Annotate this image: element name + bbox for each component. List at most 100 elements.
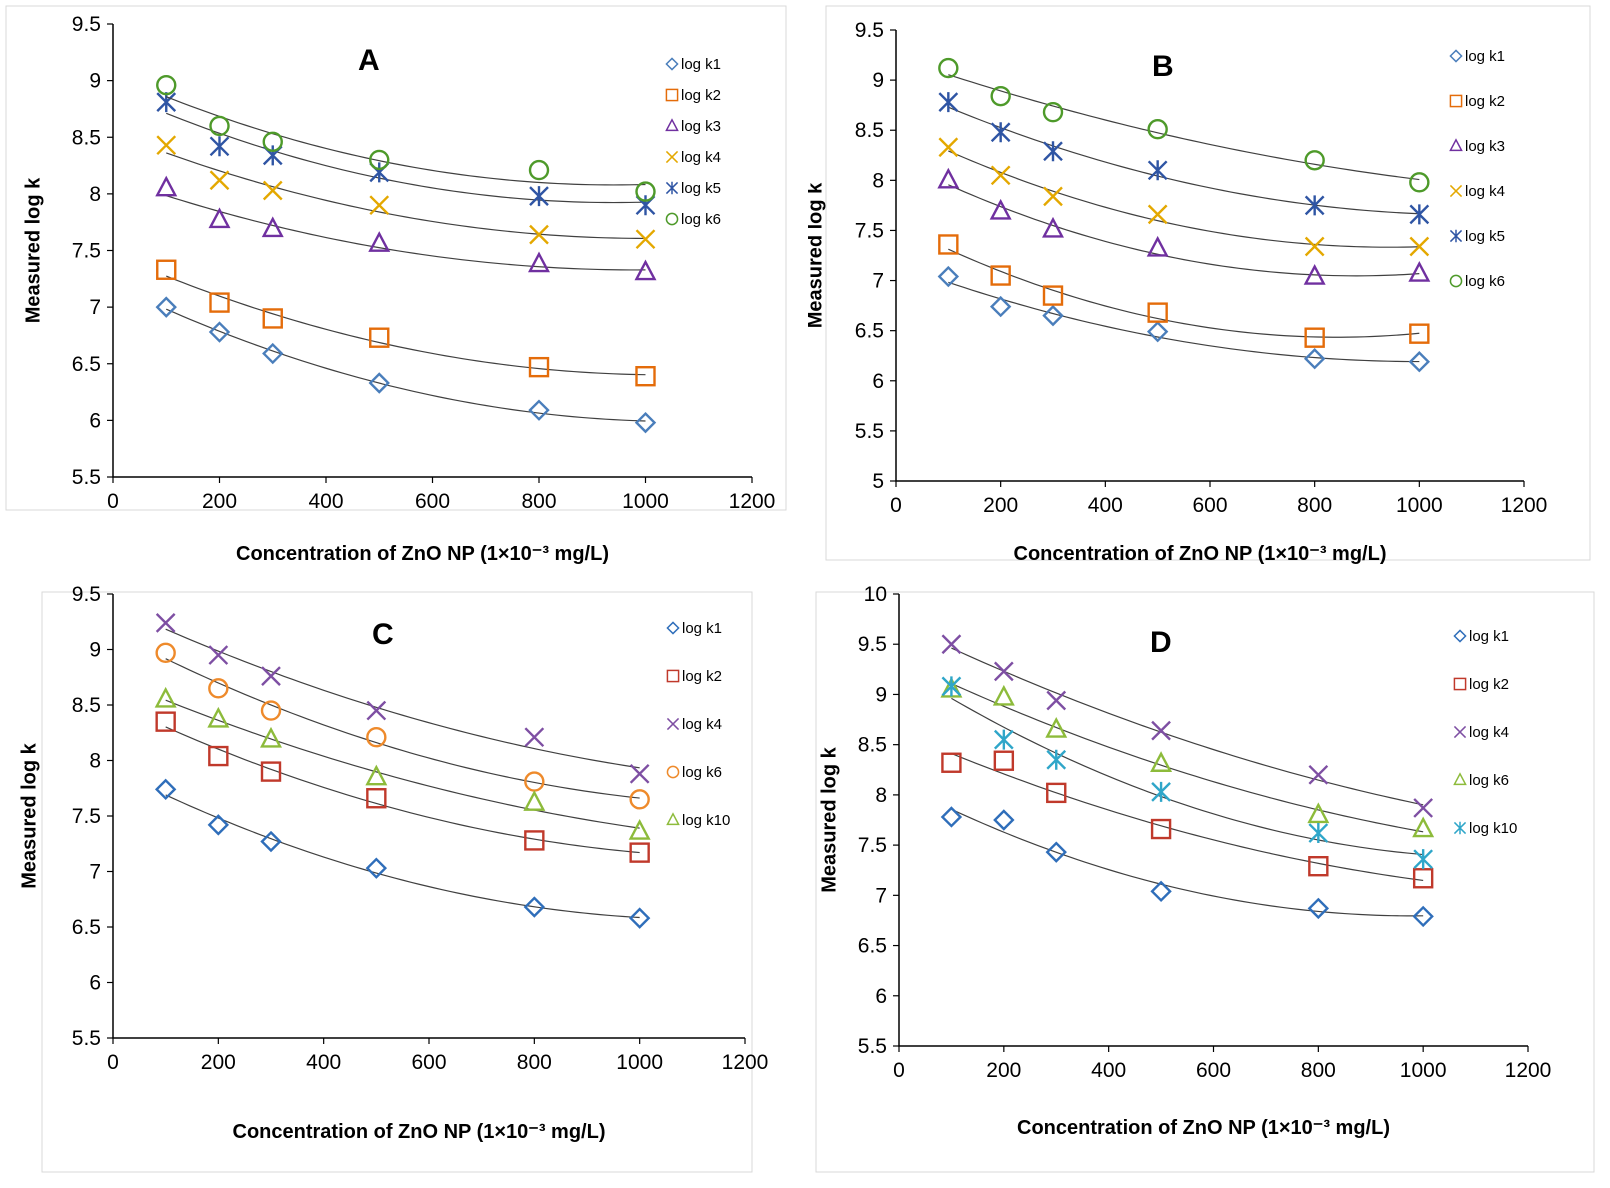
data-point: [262, 131, 283, 152]
data-point: [629, 789, 650, 810]
data-point: [937, 167, 960, 189]
data-point: [1045, 841, 1067, 863]
legend-marker: [665, 212, 679, 226]
legend-label: log k1: [1465, 48, 1505, 65]
data-point: [261, 666, 281, 686]
data-point: [523, 896, 546, 918]
x-tick-label: 1200: [1501, 494, 1548, 517]
y-tick-label: 7: [872, 270, 884, 293]
x-tick-label: 600: [1196, 1059, 1231, 1082]
legend-marker: [1449, 274, 1463, 288]
trendline: [165, 794, 640, 919]
legend-entry: log k1: [1449, 48, 1505, 65]
series-log-k1: [940, 806, 1434, 928]
series-log-k6: [938, 57, 1430, 193]
y-tick-label: 9: [872, 69, 884, 92]
x-tick-label: 200: [986, 1059, 1021, 1082]
data-point: [156, 259, 177, 280]
x-tick-label: 0: [890, 494, 902, 517]
y-tick-label: 9: [875, 683, 887, 706]
trendline: [951, 808, 1424, 917]
data-point: [634, 259, 657, 281]
legend-swatch: [1449, 94, 1463, 108]
data-point: [1408, 260, 1431, 282]
data-point: [1042, 101, 1064, 123]
data-point: [1151, 781, 1171, 802]
legend-swatch: [665, 212, 679, 226]
data-point: [635, 366, 656, 387]
data-point: [1412, 905, 1434, 928]
data-point: [260, 700, 282, 721]
series-log-k2: [155, 711, 650, 863]
x-tick-label: 200: [201, 1051, 236, 1074]
legend-marker: [1449, 138, 1463, 152]
trendline: [165, 628, 640, 769]
data-point: [993, 750, 1015, 771]
legend-marker: [1453, 821, 1467, 835]
data-point: [155, 175, 178, 197]
x-tick-label: 1000: [1396, 494, 1443, 517]
chart-frame: [5, 5, 787, 511]
series-log-k2: [156, 259, 656, 387]
data-point: [208, 207, 231, 229]
trendline: [948, 106, 1420, 215]
series-log-k10: [154, 686, 651, 840]
y-tick-label: 5: [872, 470, 884, 493]
data-point: [1045, 717, 1068, 738]
data-point: [635, 229, 656, 250]
y-tick-label: 9: [89, 639, 101, 662]
legend-entry: log k10: [666, 812, 730, 829]
data-point: [207, 706, 230, 728]
trendline: [165, 699, 640, 829]
data-point: [1147, 204, 1168, 225]
data-point: [1412, 868, 1434, 889]
legend-label: log k10: [682, 812, 730, 829]
data-point: [634, 411, 657, 434]
y-tick-label: 5.5: [72, 466, 101, 489]
series-log-k1: [937, 265, 1431, 373]
x-tick-label: 400: [306, 1051, 341, 1074]
legend-marker: [1449, 229, 1463, 243]
data-point: [209, 170, 230, 191]
data-point: [992, 684, 1015, 706]
trendline: [948, 248, 1420, 338]
y-tick-label: 10: [864, 583, 887, 606]
trendline: [951, 752, 1424, 882]
legend-entry: log k6: [666, 764, 722, 781]
x-tick-label: 800: [1301, 1059, 1336, 1082]
y-tick-label: 7: [89, 861, 101, 884]
data-point: [993, 661, 1014, 682]
x-tick-label: 600: [1192, 494, 1227, 517]
data-point: [154, 686, 177, 708]
data-point: [369, 149, 390, 171]
trendline: [948, 184, 1420, 277]
y-tick-label: 6: [875, 985, 887, 1008]
data-point: [990, 85, 1011, 107]
data-point: [1150, 751, 1173, 772]
legend-label: log k6: [1465, 273, 1505, 290]
legend-marker: [665, 150, 679, 164]
y-tick-label: 9.5: [72, 13, 101, 36]
data-point: [1409, 236, 1430, 257]
y-tick-label: 6.5: [72, 353, 101, 376]
legend-label: log k1: [1469, 628, 1509, 645]
legend-swatch: [666, 621, 680, 635]
legend-label: log k1: [681, 56, 721, 73]
y-tick-label: 6.5: [855, 320, 884, 343]
y-tick-label: 8: [872, 169, 884, 192]
chart-panel-d: 5.5 6 6.5 7 7.5 8 8.5 9 9.5 10 0 200 400 600 800 1000 12…: [808, 582, 1610, 1188]
y-tick-label: 6.5: [858, 935, 887, 958]
data-point: [1409, 172, 1430, 193]
legend-label: log k5: [681, 180, 721, 197]
legend-swatch: [666, 717, 680, 731]
data-point: [262, 180, 283, 201]
legend-label: log k4: [1469, 724, 1509, 741]
legend-swatch: [666, 669, 680, 683]
y-tick-label: 8: [89, 183, 101, 206]
x-tick-label: 200: [202, 490, 237, 513]
x-axis-label: Concentration of ZnO NP (1×10⁻³ mg/L): [236, 543, 609, 565]
y-tick-label: 8: [875, 784, 887, 807]
legend-entry: log k3: [665, 118, 721, 135]
data-point: [262, 308, 283, 329]
legend-label: log k3: [681, 118, 721, 135]
